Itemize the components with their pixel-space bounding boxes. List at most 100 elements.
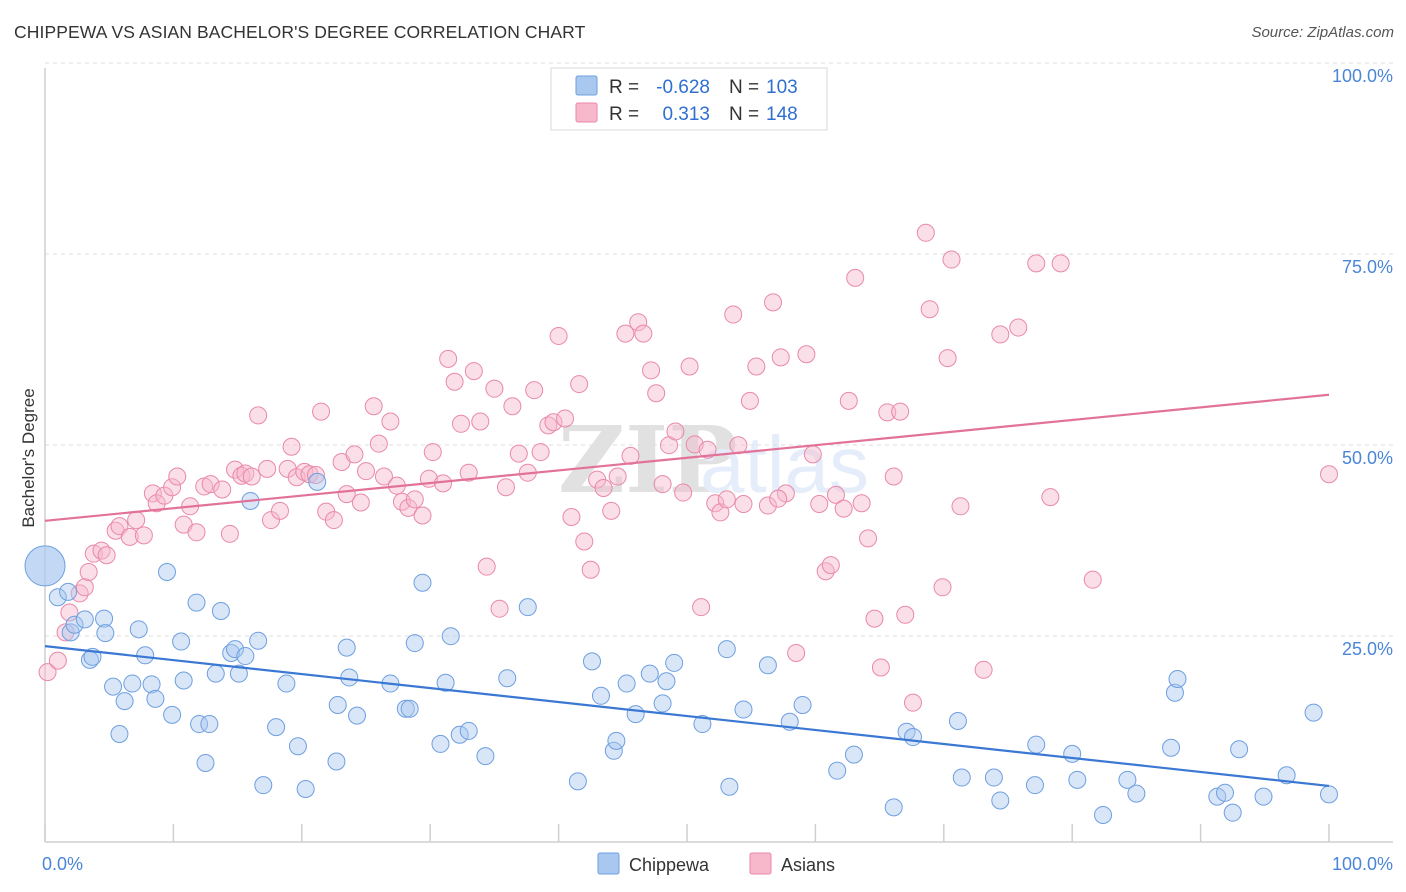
chippewa-point — [1230, 740, 1249, 759]
chippewa-point — [328, 695, 347, 714]
chippewa-point — [903, 728, 922, 747]
asians-point — [187, 523, 206, 542]
bottom-legend-swatch-chippewa — [597, 852, 620, 875]
y-axis-title: Bachelor's Degree — [19, 388, 38, 527]
chippewa-point — [640, 664, 659, 683]
chippewa-point — [717, 640, 736, 659]
legend-r-value-chippewa: -0.628 — [656, 77, 710, 98]
chippewa-point — [441, 627, 460, 646]
chippewa-point — [157, 563, 176, 582]
asians-point — [891, 402, 910, 421]
asians-point — [75, 578, 94, 597]
asians-point — [653, 475, 672, 494]
chippewa-point — [129, 620, 148, 639]
chippewa-point — [1277, 766, 1296, 785]
chippewa-point — [211, 601, 230, 620]
chippewa-point — [693, 715, 712, 734]
chippewa-point — [568, 772, 587, 791]
asians-point — [698, 440, 717, 459]
asians-point — [306, 465, 325, 484]
asians-point — [920, 300, 939, 319]
chippewa-trend-line — [44, 645, 1330, 788]
asians-point — [477, 557, 496, 576]
asians-point — [642, 361, 661, 380]
legend-n-value-chippewa: 103 — [766, 77, 798, 98]
asians-point — [634, 324, 653, 343]
asians-point — [916, 223, 935, 242]
asians-point — [413, 506, 432, 525]
chippewa-point — [277, 674, 296, 693]
chippewa-point — [96, 624, 115, 643]
asians-point — [423, 443, 442, 462]
asians-point — [602, 501, 621, 520]
chippewa-point — [1025, 776, 1044, 795]
chippewa-point — [498, 669, 517, 688]
asians-point — [1041, 488, 1060, 507]
chippewa-point — [1304, 703, 1323, 722]
chippewa-point — [984, 768, 1003, 787]
asians-point — [803, 445, 822, 464]
asians-point — [933, 578, 952, 597]
asians-point — [312, 402, 331, 421]
chippewa-point — [24, 545, 66, 587]
asians-point — [711, 503, 730, 522]
legend-swatch-asians — [575, 102, 598, 123]
chippewa-point — [400, 699, 419, 718]
asians-point — [1051, 254, 1070, 273]
asians-point — [459, 463, 478, 482]
series-chippewa-points — [24, 472, 1338, 824]
chippewa-point — [229, 664, 248, 683]
series-legend: Chippewa Asians — [597, 852, 835, 875]
asians-point — [839, 391, 858, 410]
asians-point — [503, 397, 522, 416]
x-axis-ticks — [44, 824, 1330, 842]
x-tick-label: 100.0% — [1332, 854, 1393, 874]
watermark-zip: ZIP — [558, 406, 737, 514]
asians-point — [706, 494, 725, 513]
chippewa-point — [1068, 770, 1087, 789]
asians-point — [249, 406, 268, 425]
asians-point — [324, 511, 343, 530]
asians-point — [270, 501, 289, 520]
asians-point — [445, 372, 464, 391]
asians-point — [38, 663, 57, 682]
asians-point — [616, 324, 635, 343]
chippewa-point — [1118, 770, 1137, 789]
asians-point — [70, 584, 89, 603]
chippewa-point — [206, 664, 225, 683]
chippewa-point — [436, 673, 455, 692]
chippewa-point — [431, 734, 450, 753]
asians-point — [471, 412, 490, 431]
legend-n-label-chippewa: N = — [729, 77, 759, 98]
chippewa-point — [348, 706, 367, 725]
chippewa-point — [174, 671, 193, 690]
chippewa-point — [142, 675, 161, 694]
asians-point — [647, 384, 666, 403]
chippewa-point — [952, 768, 971, 787]
asians-point — [846, 268, 865, 287]
chippewa-point — [59, 582, 78, 601]
asians-point — [549, 326, 568, 345]
asians-point — [490, 599, 509, 618]
asians-point — [797, 345, 816, 364]
asians-point — [821, 556, 840, 575]
asians-point — [740, 391, 759, 410]
chippewa-point — [1063, 744, 1082, 763]
bottom-legend-label-chippewa: Chippewa — [629, 855, 710, 875]
asians-point — [951, 497, 970, 516]
chippewa-point — [582, 652, 601, 671]
asians-point — [97, 546, 116, 565]
asians-point — [485, 379, 504, 398]
asians-trend-line — [44, 393, 1330, 522]
chippewa-point — [75, 610, 94, 629]
asians-point — [452, 414, 471, 433]
asians-point — [581, 560, 600, 579]
asians-point — [834, 499, 853, 518]
chippewa-point — [340, 668, 359, 687]
chippewa-point — [110, 724, 129, 743]
asians-point — [764, 293, 783, 312]
chippewa-point — [146, 689, 165, 708]
chippewa-point — [1094, 805, 1113, 824]
asians-point — [747, 357, 766, 376]
